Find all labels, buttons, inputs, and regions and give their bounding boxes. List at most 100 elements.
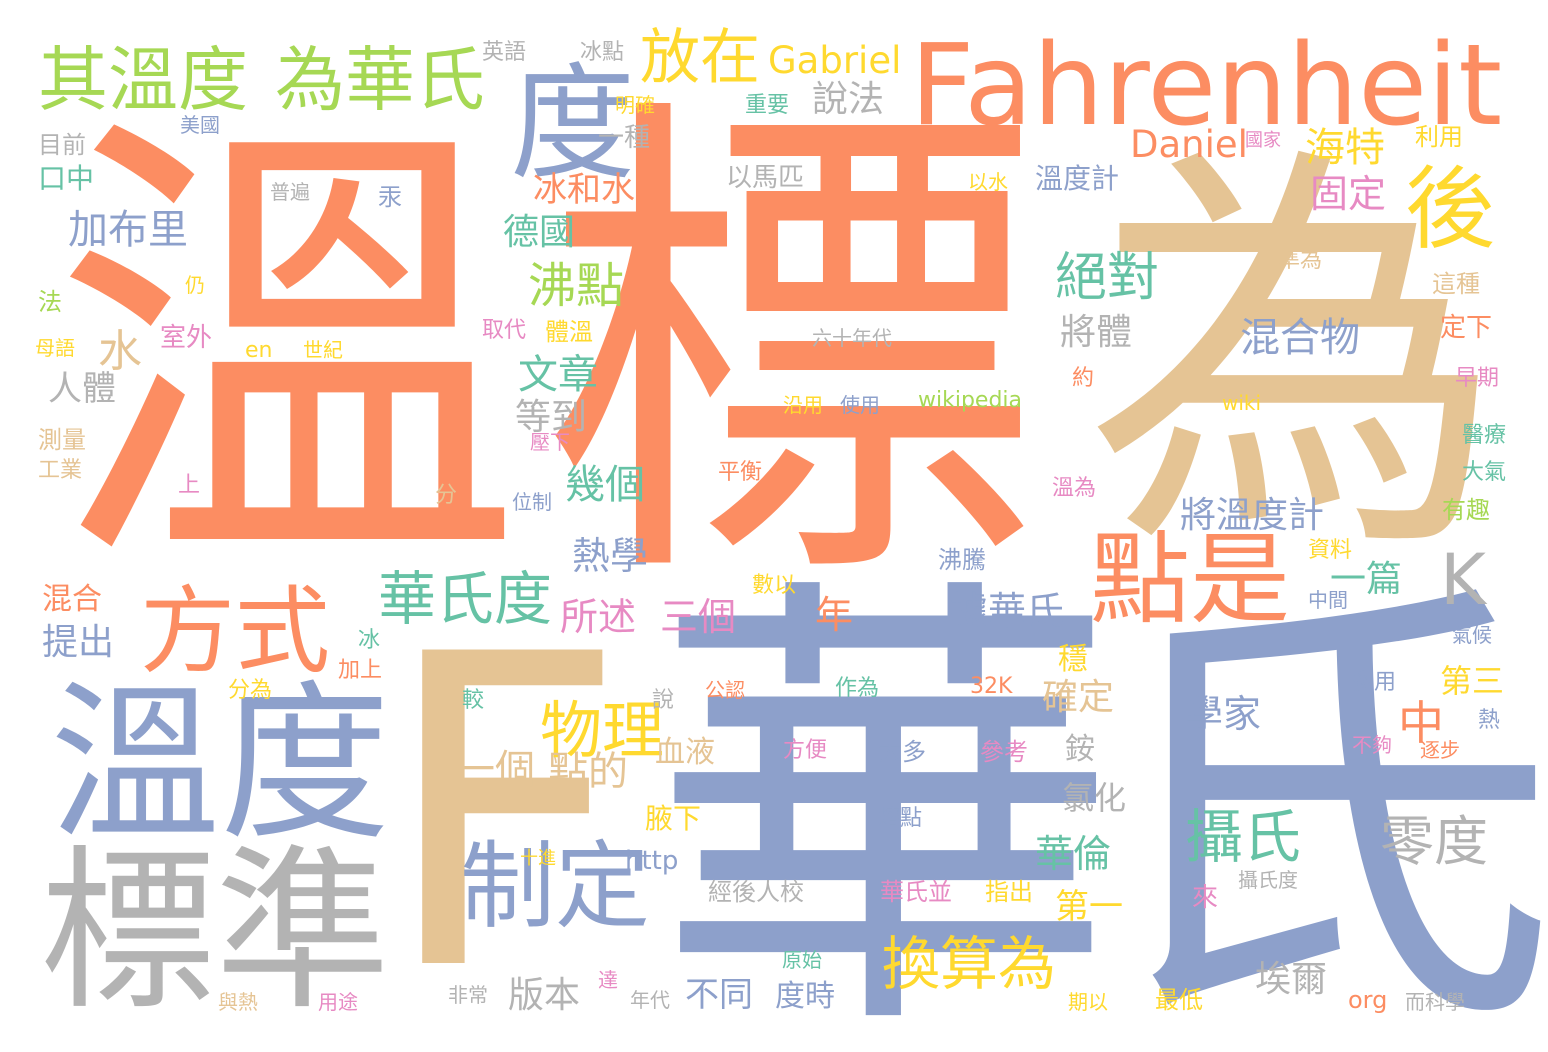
word-huashidu: 華氏度 bbox=[378, 565, 553, 633]
word-aier: 埃爾 bbox=[1255, 959, 1328, 1000]
word-bingheshui: 冰和水 bbox=[533, 170, 635, 210]
word-jiangti: 將體 bbox=[1060, 312, 1133, 353]
word-yishui: 以水 bbox=[968, 170, 1008, 194]
word-re: 熱 bbox=[1478, 708, 1501, 733]
word-jiabuli: 加布里 bbox=[68, 207, 188, 253]
word-duoyong: 多用 bbox=[1352, 670, 1397, 695]
word-bing: 冰 bbox=[358, 628, 381, 653]
word-banben: 版本 bbox=[508, 975, 581, 1016]
word-sheshidu: 攝氏度 bbox=[1238, 868, 1298, 892]
word-yue: 約 bbox=[1072, 366, 1095, 391]
word-fen: 分 bbox=[435, 483, 458, 508]
word-deguo: 德國 bbox=[503, 212, 576, 253]
word-wenwei: 溫為 bbox=[1052, 476, 1097, 501]
word-wen2: 穩 bbox=[1058, 642, 1088, 677]
word-zhunwei: 準為 bbox=[1278, 248, 1323, 273]
word-zhongyao: 重要 bbox=[745, 93, 790, 118]
word-32k: 32K bbox=[970, 674, 1013, 699]
word-fahrenheit: Fahrenheit bbox=[910, 21, 1503, 151]
word-jiashang: 加上 bbox=[338, 658, 383, 683]
word-en: en bbox=[245, 338, 273, 363]
word-shuofa: 說法 bbox=[812, 79, 885, 120]
word-tiwen: 體溫 bbox=[545, 318, 593, 346]
word-muyu: 母語 bbox=[35, 336, 75, 360]
word-yiliao: 醫療 bbox=[1462, 423, 1507, 448]
word-gongye: 工業 bbox=[38, 458, 83, 483]
word-yizhong: 一種 bbox=[598, 123, 651, 153]
word-biao: 標 bbox=[540, 59, 1040, 641]
word-shiji: 世紀 bbox=[303, 338, 343, 362]
word-hou: 後 bbox=[1405, 157, 1495, 262]
word-bugou: 不夠 bbox=[1352, 733, 1392, 757]
word-wen: 溫 bbox=[52, 79, 522, 626]
word-fa: 法 bbox=[38, 288, 62, 316]
word-shiyong: 使用 bbox=[840, 393, 880, 417]
word-zhezhong: 這種 bbox=[1432, 270, 1480, 298]
word-shui: 水 bbox=[98, 326, 142, 377]
word-qiwendu: 其溫度 bbox=[38, 39, 248, 121]
word-reng: 仍 bbox=[185, 273, 205, 297]
word-kouzhong: 口中 bbox=[38, 162, 95, 195]
word-jige: 幾個 bbox=[565, 462, 645, 508]
word-jinghourenxiao: 經後人校 bbox=[708, 878, 804, 906]
word-fangbian: 方便 bbox=[783, 738, 828, 763]
word-guojia: 國家 bbox=[1245, 130, 1281, 151]
word-cankao: 參考 bbox=[980, 738, 1028, 766]
word-erkexue: 而科學 bbox=[1405, 990, 1465, 1014]
word-dengdao: 等到 bbox=[515, 397, 588, 438]
word-zuowei: 作為 bbox=[835, 676, 880, 701]
word-feichang: 非常 bbox=[448, 983, 488, 1007]
word-liushiniandai: 六十年代 bbox=[812, 326, 892, 350]
word-bingdian: 冰點 bbox=[580, 40, 625, 65]
word-guding: 固定 bbox=[1310, 172, 1387, 216]
word-shijin: 十進 bbox=[520, 848, 556, 869]
word-yure: 與熱 bbox=[218, 990, 258, 1014]
word-gongren: 公認 bbox=[705, 678, 745, 702]
word-suoshu: 所述 bbox=[560, 595, 637, 639]
word-queding: 確定 bbox=[1042, 677, 1115, 718]
word-shuo: 說 bbox=[652, 688, 675, 713]
word-zaoqi: 早期 bbox=[1455, 366, 1500, 391]
word-nian: 年 bbox=[815, 593, 854, 637]
word-daniel: Daniel bbox=[1130, 123, 1248, 166]
word-hunhe: 混合 bbox=[42, 582, 102, 617]
word-sheshi: 攝氏 bbox=[1185, 803, 1302, 871]
word-youqu: 有趣 bbox=[1442, 496, 1490, 524]
word-sange: 三個 bbox=[660, 595, 737, 639]
word-fangshi: 方式 bbox=[140, 577, 331, 687]
word-shiwai: 室外 bbox=[160, 323, 213, 353]
word-yexia: 腋下 bbox=[645, 802, 702, 835]
word-renti: 人體 bbox=[48, 369, 116, 409]
word-feidian: 沸點 bbox=[528, 258, 625, 314]
word-haite: 海特 bbox=[1305, 125, 1385, 171]
word-org: org bbox=[1348, 986, 1388, 1014]
word-http: http bbox=[625, 846, 679, 876]
word-lai: 來 bbox=[1192, 883, 1219, 913]
word-zhiding: 制定 bbox=[460, 832, 651, 942]
word-gong: 汞 bbox=[378, 183, 402, 211]
word-yipian: 一篇 bbox=[1330, 559, 1403, 600]
word-niandai: 年代 bbox=[630, 988, 670, 1012]
word-butong: 不同 bbox=[685, 975, 753, 1015]
word-zhong: 中 bbox=[1398, 696, 1444, 750]
word-muqian: 目前 bbox=[38, 131, 86, 159]
word-qihou: 氣候 bbox=[1452, 623, 1492, 647]
word-diyi: 第一 bbox=[1055, 887, 1123, 927]
word-hualun: 華倫 bbox=[1035, 832, 1112, 876]
word-yige: 一個 bbox=[455, 747, 535, 793]
word-liyong: 利用 bbox=[1415, 123, 1463, 151]
word-pingheng: 平衡 bbox=[718, 460, 763, 485]
word-wuli: 物理 bbox=[540, 694, 665, 767]
word-K: K bbox=[1440, 539, 1486, 621]
word-zhubu: 逐步 bbox=[1420, 738, 1460, 762]
word-zuidi: 最低 bbox=[1155, 986, 1203, 1014]
word-jiao: 較 bbox=[462, 688, 485, 713]
word-rongdian: 熔點 bbox=[878, 806, 923, 831]
word-lingdu: 零度 bbox=[1380, 810, 1488, 873]
word-disan: 第三 bbox=[1440, 662, 1505, 700]
word-an: 銨 bbox=[1065, 732, 1095, 767]
word-fenwei: 分為 bbox=[228, 678, 273, 703]
word-xuejia: 學家 bbox=[1185, 692, 1262, 736]
word-meiguo: 美國 bbox=[180, 113, 220, 137]
